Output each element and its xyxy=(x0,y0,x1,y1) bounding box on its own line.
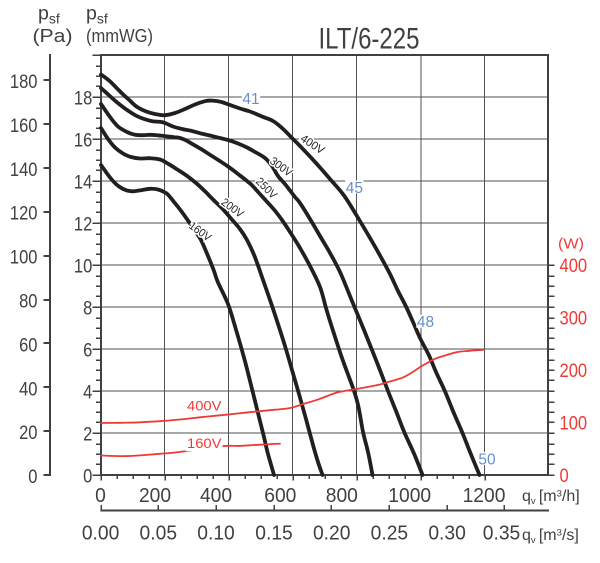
svg-text:8: 8 xyxy=(83,298,92,320)
svg-text:400: 400 xyxy=(560,255,588,277)
svg-text:160: 160 xyxy=(10,115,38,137)
svg-text:100: 100 xyxy=(10,247,38,269)
svg-text:(Pa): (Pa) xyxy=(33,25,73,46)
svg-text:16: 16 xyxy=(74,130,92,152)
svg-text:45: 45 xyxy=(346,180,363,197)
svg-text:400V: 400V xyxy=(187,398,222,413)
svg-text:0: 0 xyxy=(28,466,37,488)
svg-text:(W): (W) xyxy=(558,236,584,253)
svg-text:0: 0 xyxy=(560,465,569,487)
svg-text:(mmWG): (mmWG) xyxy=(86,25,153,46)
svg-text:1200: 1200 xyxy=(463,485,506,507)
svg-text:50: 50 xyxy=(478,451,495,468)
svg-text:0: 0 xyxy=(83,466,92,488)
svg-text:400: 400 xyxy=(200,485,232,507)
svg-text:120: 120 xyxy=(10,203,38,225)
svg-text:12: 12 xyxy=(74,214,92,236)
svg-text:1000: 1000 xyxy=(388,485,431,507)
svg-text:200: 200 xyxy=(560,360,588,382)
svg-text:14: 14 xyxy=(74,172,93,194)
svg-text:80: 80 xyxy=(19,291,38,313)
svg-text:4: 4 xyxy=(83,382,92,404)
svg-text:0.25: 0.25 xyxy=(371,523,409,545)
svg-text:0.35: 0.35 xyxy=(483,523,521,545)
svg-text:180: 180 xyxy=(10,71,38,93)
svg-text:600: 600 xyxy=(264,485,296,507)
svg-text:140: 140 xyxy=(10,159,38,181)
svg-text:0.05: 0.05 xyxy=(140,523,178,545)
svg-text:ILT/6-225: ILT/6-225 xyxy=(319,23,420,56)
svg-text:6: 6 xyxy=(83,340,92,362)
svg-text:200: 200 xyxy=(139,485,171,507)
svg-text:160V: 160V xyxy=(187,436,222,451)
svg-text:100: 100 xyxy=(560,413,588,435)
svg-text:18: 18 xyxy=(74,88,92,110)
svg-text:qv [m3/s]: qv [m3/s] xyxy=(522,527,579,546)
svg-text:2: 2 xyxy=(83,424,92,446)
svg-text:0.20: 0.20 xyxy=(313,523,351,545)
svg-text:0.15: 0.15 xyxy=(255,523,293,545)
svg-text:0.10: 0.10 xyxy=(197,523,235,545)
svg-text:48: 48 xyxy=(417,314,434,331)
svg-text:0: 0 xyxy=(95,485,106,507)
svg-text:40: 40 xyxy=(19,378,38,400)
svg-text:qv [m3/h]: qv [m3/h] xyxy=(522,488,580,507)
svg-text:800: 800 xyxy=(326,485,358,507)
svg-text:0.30: 0.30 xyxy=(428,523,466,545)
svg-text:60: 60 xyxy=(19,334,38,356)
svg-text:10: 10 xyxy=(74,256,93,278)
svg-text:20: 20 xyxy=(19,422,38,444)
svg-text:300: 300 xyxy=(560,308,588,330)
svg-text:0.00: 0.00 xyxy=(82,523,120,545)
svg-text:41: 41 xyxy=(242,91,259,108)
